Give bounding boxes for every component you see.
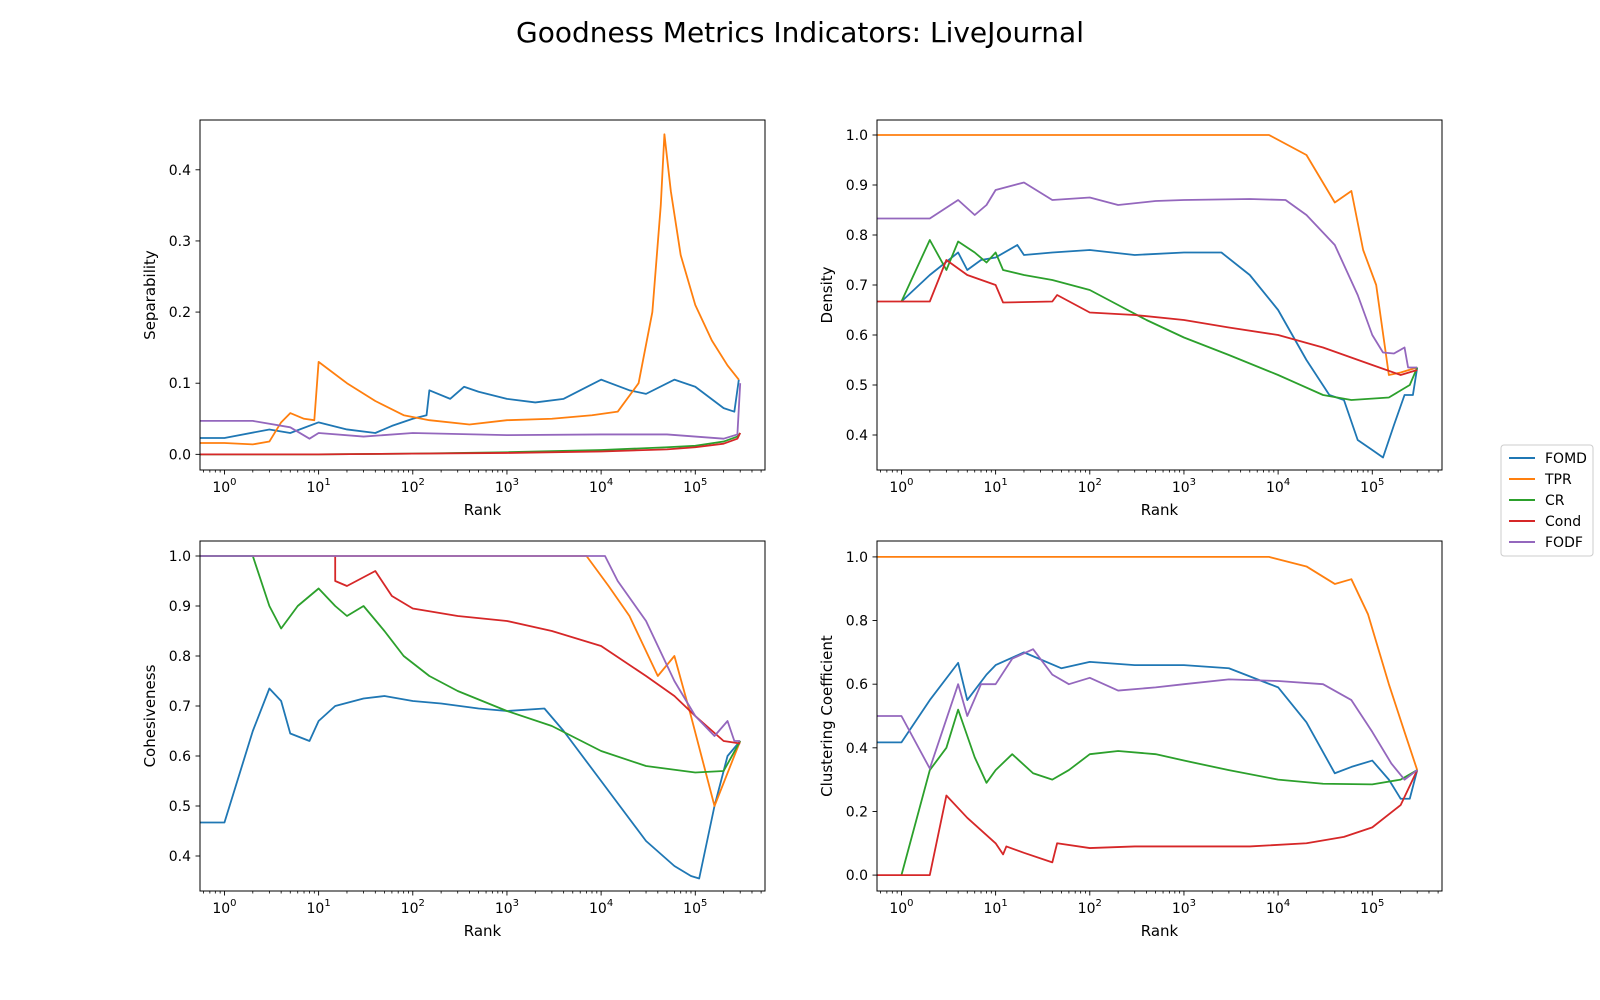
x-tick-label: 105 xyxy=(1360,898,1384,917)
x-tick-label: 104 xyxy=(1266,898,1290,917)
x-tick-label: 105 xyxy=(683,477,707,496)
y-tick-label: 0.7 xyxy=(846,278,868,294)
legend-label-cr: CR xyxy=(1545,493,1565,509)
y-tick-label: 0.7 xyxy=(169,699,191,715)
x-tick-label: 101 xyxy=(307,898,331,917)
legend-label-fodf: FODF xyxy=(1545,535,1583,551)
series-line-tpr xyxy=(877,556,1419,771)
legend-label-tpr: TPR xyxy=(1544,472,1572,488)
x-tick-label: 103 xyxy=(1172,898,1196,917)
subplot-2: 100 101 102 103 104 105 0.4 0.5 0.6 0.7 0.8 0.9 1.0 R… xyxy=(818,119,1443,519)
y-tick-label: 0.2 xyxy=(846,804,868,820)
series-line-fomd xyxy=(900,244,1419,459)
x-tick-label: 104 xyxy=(1266,477,1290,496)
x-tick-label: 101 xyxy=(984,477,1008,496)
series-line-cr xyxy=(200,555,741,774)
series-line-cond xyxy=(200,432,742,456)
y-axis-label: Cohesiveness xyxy=(141,664,159,767)
x-axis-label: Rank xyxy=(464,922,502,940)
y-tick-label: 1.0 xyxy=(169,549,191,565)
y-tick-label: 0.2 xyxy=(169,305,191,321)
series-group xyxy=(877,134,1419,459)
series-line-fodf xyxy=(877,181,1418,369)
x-tick-label: 105 xyxy=(683,898,707,917)
x-tick-label: 102 xyxy=(401,477,425,496)
y-tick-label: 0.8 xyxy=(169,649,191,665)
y-tick-label: 0.9 xyxy=(846,178,868,194)
y-axis-label: Clustering Coefficient xyxy=(818,635,836,797)
y-axis-label: Separability xyxy=(141,250,159,340)
axes-frame xyxy=(876,540,1443,892)
series-line-fomd xyxy=(877,651,1419,800)
y-tick-label: 0.8 xyxy=(846,614,868,630)
series-group xyxy=(200,555,742,880)
x-tick-label: 100 xyxy=(212,898,236,917)
legend-label-cond: Cond xyxy=(1545,514,1581,530)
subplot-1: 100 101 102 103 104 105 0.0 0.1 0.2 0.3 0.4 Rank Sep… xyxy=(141,119,766,519)
y-tick-label: 0.6 xyxy=(846,677,868,693)
axes-frame xyxy=(199,119,766,471)
series-line-tpr xyxy=(200,133,740,446)
figure-title: Goodness Metrics Indicators: LiveJournal xyxy=(516,16,1084,49)
y-tick-label: 0.6 xyxy=(846,328,868,344)
x-tick-label: 103 xyxy=(495,898,519,917)
subplot-4: 100 101 102 103 104 105 0.0 0.2 0.4 0.6 0.8 1.0 Rank… xyxy=(818,540,1443,940)
y-tick-label: 0.5 xyxy=(846,378,868,394)
x-axis-label: Rank xyxy=(1141,501,1179,519)
x-tick-label: 102 xyxy=(1078,898,1102,917)
series-line-cr xyxy=(900,708,1418,876)
y-axis-label: Density xyxy=(818,266,836,323)
series-line-fomd xyxy=(200,378,740,439)
y-tick-label: 1.0 xyxy=(846,550,868,566)
x-tick-label: 102 xyxy=(1078,477,1102,496)
x-tick-label: 104 xyxy=(589,477,613,496)
series-line-tpr xyxy=(200,555,742,807)
y-tick-label: 1.0 xyxy=(846,128,868,144)
legend-frame xyxy=(1500,444,1594,557)
axes-frame xyxy=(876,119,1443,471)
x-tick-label: 103 xyxy=(1172,477,1196,496)
x-tick-label: 101 xyxy=(307,477,331,496)
series-line-fodf xyxy=(877,648,1418,781)
y-tick-label: 0.8 xyxy=(846,228,868,244)
y-tick-label: 0.3 xyxy=(169,234,191,250)
series-line-fodf xyxy=(200,555,741,742)
y-tick-label: 0.4 xyxy=(169,163,191,179)
series-line-cr xyxy=(900,239,1419,401)
x-axis-label: Rank xyxy=(1141,922,1179,940)
y-tick-label: 0.0 xyxy=(169,447,191,463)
series-line-fodf xyxy=(200,383,742,440)
x-tick-label: 100 xyxy=(889,898,913,917)
y-tick-label: 0.1 xyxy=(169,376,191,392)
subplot-grid: 100 101 102 103 104 105 0.0 0.1 0.2 0.3 0.4 Rank Sep… xyxy=(141,119,1443,940)
legend-label-fomd: FOMD xyxy=(1545,451,1587,467)
legend: FOMD TPR CR Cond FODF xyxy=(1500,444,1594,557)
y-tick-label: 0.9 xyxy=(169,599,191,615)
y-tick-label: 0.4 xyxy=(846,428,868,444)
series-group xyxy=(200,133,742,456)
x-axis-label: Rank xyxy=(464,501,502,519)
x-tick-label: 103 xyxy=(495,477,519,496)
x-tick-label: 100 xyxy=(889,477,913,496)
series-group xyxy=(877,556,1419,876)
y-tick-label: 0.4 xyxy=(846,741,868,757)
y-tick-label: 0.4 xyxy=(169,849,191,865)
series-line-cond xyxy=(877,769,1419,876)
subplot-3: 100 101 102 103 104 105 0.4 0.5 0.6 0.7 0.8 0.9 1.0 R… xyxy=(141,540,766,940)
y-tick-label: 0.6 xyxy=(169,749,191,765)
y-tick-label: 0.5 xyxy=(169,799,191,815)
axes-frame xyxy=(199,540,766,892)
series-line-cond xyxy=(334,556,741,745)
series-line-cond xyxy=(877,259,1418,376)
y-tick-label: 0.0 xyxy=(846,868,868,884)
x-tick-label: 100 xyxy=(212,477,236,496)
x-tick-label: 101 xyxy=(984,898,1008,917)
x-tick-label: 102 xyxy=(401,898,425,917)
x-tick-label: 105 xyxy=(1360,477,1384,496)
series-line-fomd xyxy=(200,687,741,880)
x-tick-label: 104 xyxy=(589,898,613,917)
